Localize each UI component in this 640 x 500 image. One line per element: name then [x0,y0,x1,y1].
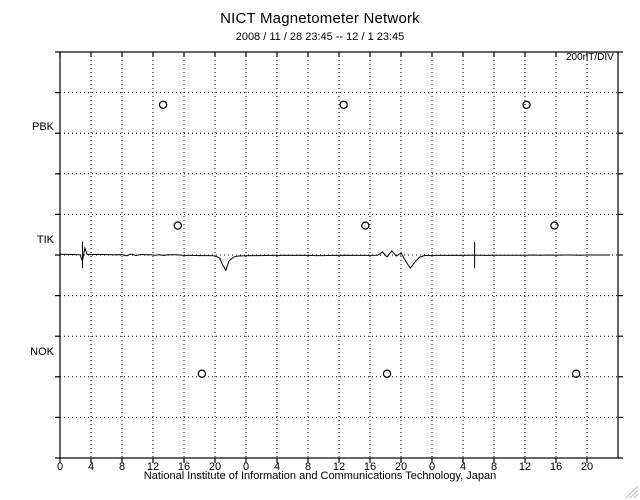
x-axis-tick-label: 16 [363,461,377,473]
axis-ticks [55,51,623,463]
marker-nok [382,369,392,378]
x-axis-tick-label: 8 [304,461,312,473]
x-axis-tick-label: 12 [332,461,346,473]
x-axis-tick-label: 12 [518,461,532,473]
marker-pbk [522,100,531,109]
y-axis-label-pbk: PBK [31,121,54,133]
marker-pbk [339,100,348,109]
x-axis-tick-label: 20 [394,461,408,473]
y-axis-label-tik: TIK [36,234,54,246]
x-axis-tick-label: 16 [549,461,563,473]
x-axis-tick-label: 0 [56,461,64,473]
x-axis-tick-label: 20 [208,461,222,473]
footer-credit: National Institute of Information and Co… [143,470,497,482]
marker-tik [361,221,370,230]
tik-trace [60,241,611,272]
x-axis-tick-label: 0 [428,461,436,473]
x-axis-tick-label: 4 [273,461,281,473]
x-axis-tick-label: 4 [459,461,467,473]
station-markers [158,100,581,378]
chart-subtitle-time-range: 2008 / 11 / 28 23:45 -- 12 / 1 23:45 [235,31,405,43]
marker-nok [571,369,581,378]
x-axis-tick-label: 0 [242,461,250,473]
marker-nok [197,369,207,378]
y-axis-label-nok: NOK [30,346,54,358]
marker-pbk [158,100,168,109]
x-axis-tick-label: 16 [177,461,191,473]
units-per-division-label: 200nT/DIV [566,52,614,63]
x-axis-tick-label: 8 [118,461,126,473]
x-axis-tick-label: 4 [87,461,95,473]
x-axis-tick-label: 20 [580,461,594,473]
resize-grip-icon[interactable] [623,483,639,499]
x-axis-tick-label: 8 [490,461,498,473]
marker-tik [173,221,182,230]
x-axis-tick-label: 12 [146,461,160,473]
chart-title: NICT Magnetometer Network [220,10,420,27]
marker-tik [550,221,559,230]
